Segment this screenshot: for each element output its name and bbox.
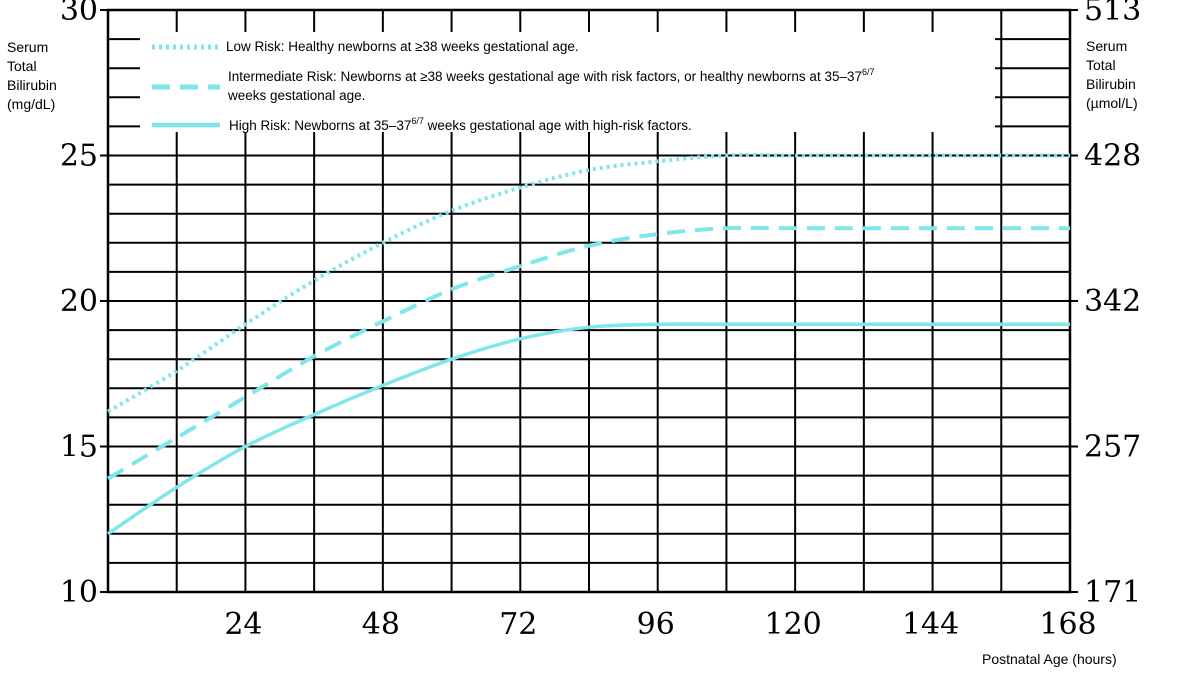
legend-label-intermediate-risk-line2: weeks gestational age. bbox=[227, 88, 365, 103]
y-axis-title-left: Serum bbox=[7, 39, 48, 55]
y-axis-title-right: Bilirubin bbox=[1086, 76, 1136, 92]
tick-labels: 10 15 20 25 30 171 257 342 428 513 24 48 72 96 120 144 1… bbox=[60, 0, 1141, 642]
legend-label-intermediate-risk-line1: Intermediate Risk: Newborns at ≥38 weeks… bbox=[228, 67, 875, 84]
x-axis-title: Postnatal Age (hours) bbox=[982, 651, 1117, 667]
x-tick-label: 72 bbox=[499, 607, 537, 642]
x-tick-label: 120 bbox=[765, 607, 822, 642]
x-tick-label: 48 bbox=[362, 607, 400, 642]
legend-label-low-risk: Low Risk: Healthy newborns at ≥38 weeks … bbox=[226, 39, 579, 54]
series-lines bbox=[106, 153, 1070, 536]
x-tick-label: 144 bbox=[902, 607, 959, 642]
y-tick-label-left: 15 bbox=[60, 430, 98, 465]
y-tick-label-right: 428 bbox=[1084, 139, 1141, 174]
y-axis-title-right: Serum bbox=[1086, 38, 1127, 54]
axis-titles: Serum Total Bilirubin (mg/dL) Serum Total Bili… bbox=[7, 38, 1138, 667]
legend: Low Risk: Healthy newborns at ≥38 weeks … bbox=[140, 32, 995, 133]
series-line-low-risk bbox=[106, 153, 1070, 414]
y-axis-title-right: (µmol/L) bbox=[1086, 95, 1138, 111]
y-tick-label-right: 257 bbox=[1084, 430, 1141, 465]
y-tick-label-left: 25 bbox=[60, 139, 98, 174]
y-axis-title-left: Bilirubin bbox=[7, 77, 57, 93]
x-tick-label: 168 bbox=[1039, 607, 1096, 642]
x-tick-label: 24 bbox=[224, 607, 262, 642]
series-line-intermediate-risk bbox=[106, 225, 1070, 481]
y-axis-title-right: Total bbox=[1086, 57, 1116, 73]
legend-label-high-risk: High Risk: Newborns at 35–376/7 weeks ge… bbox=[229, 116, 692, 133]
y-tick-label-right: 342 bbox=[1084, 284, 1141, 319]
y-axis-title-left: Total bbox=[7, 58, 37, 74]
series-line-high-risk bbox=[107, 322, 1070, 536]
legend-box bbox=[140, 32, 995, 132]
x-tick-label: 96 bbox=[637, 607, 675, 642]
y-tick-label-left: 20 bbox=[60, 284, 98, 319]
y-tick-label-right: 171 bbox=[1084, 575, 1141, 610]
y-tick-label-left: 10 bbox=[60, 575, 98, 610]
y-tick-label-left: 30 bbox=[60, 0, 98, 28]
y-axis-title-left: (mg/dL) bbox=[7, 96, 55, 112]
y-tick-label-right: 513 bbox=[1084, 0, 1141, 28]
